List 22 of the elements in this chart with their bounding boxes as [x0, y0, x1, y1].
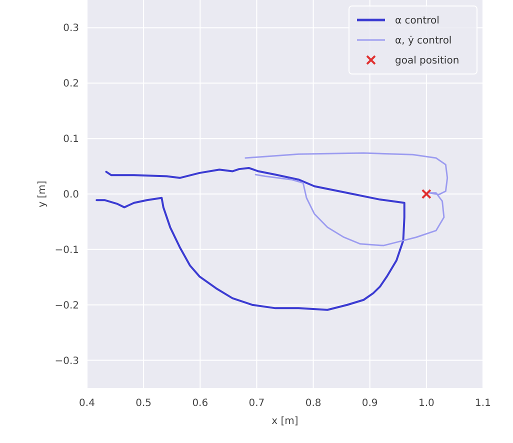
- y-tick-label: −0.3: [54, 356, 79, 367]
- y-tick-label: −0.1: [54, 244, 79, 256]
- x-tick-label: 0.5: [136, 398, 152, 409]
- x-tick-label: 0.6: [192, 398, 208, 409]
- line-series: [96, 166, 406, 311]
- line-series: [244, 152, 448, 246]
- x-tick-label: 0.9: [362, 398, 378, 409]
- legend-label: α, ẏ control: [395, 36, 452, 46]
- x-tick-label: 1.1: [475, 398, 491, 409]
- y-tick-label: −0.2: [54, 300, 79, 312]
- legend-label: goal position: [395, 56, 460, 66]
- y-tick-label: 0.2: [63, 78, 79, 90]
- legend-label: α control: [395, 16, 440, 26]
- x-tick-label: 0.8: [305, 398, 322, 409]
- y-axis-title: y [m]: [37, 180, 48, 208]
- x-tick-label: 1.0: [418, 398, 434, 409]
- x-tick-label: 0.4: [79, 398, 95, 409]
- x-tick-label: 0.7: [248, 398, 265, 409]
- x-axis-title: x [m]: [272, 416, 298, 427]
- y-tick-label: 0.3: [63, 23, 79, 34]
- y-tick-label: 0.0: [63, 190, 79, 200]
- y-tick-label: 0.1: [63, 134, 79, 146]
